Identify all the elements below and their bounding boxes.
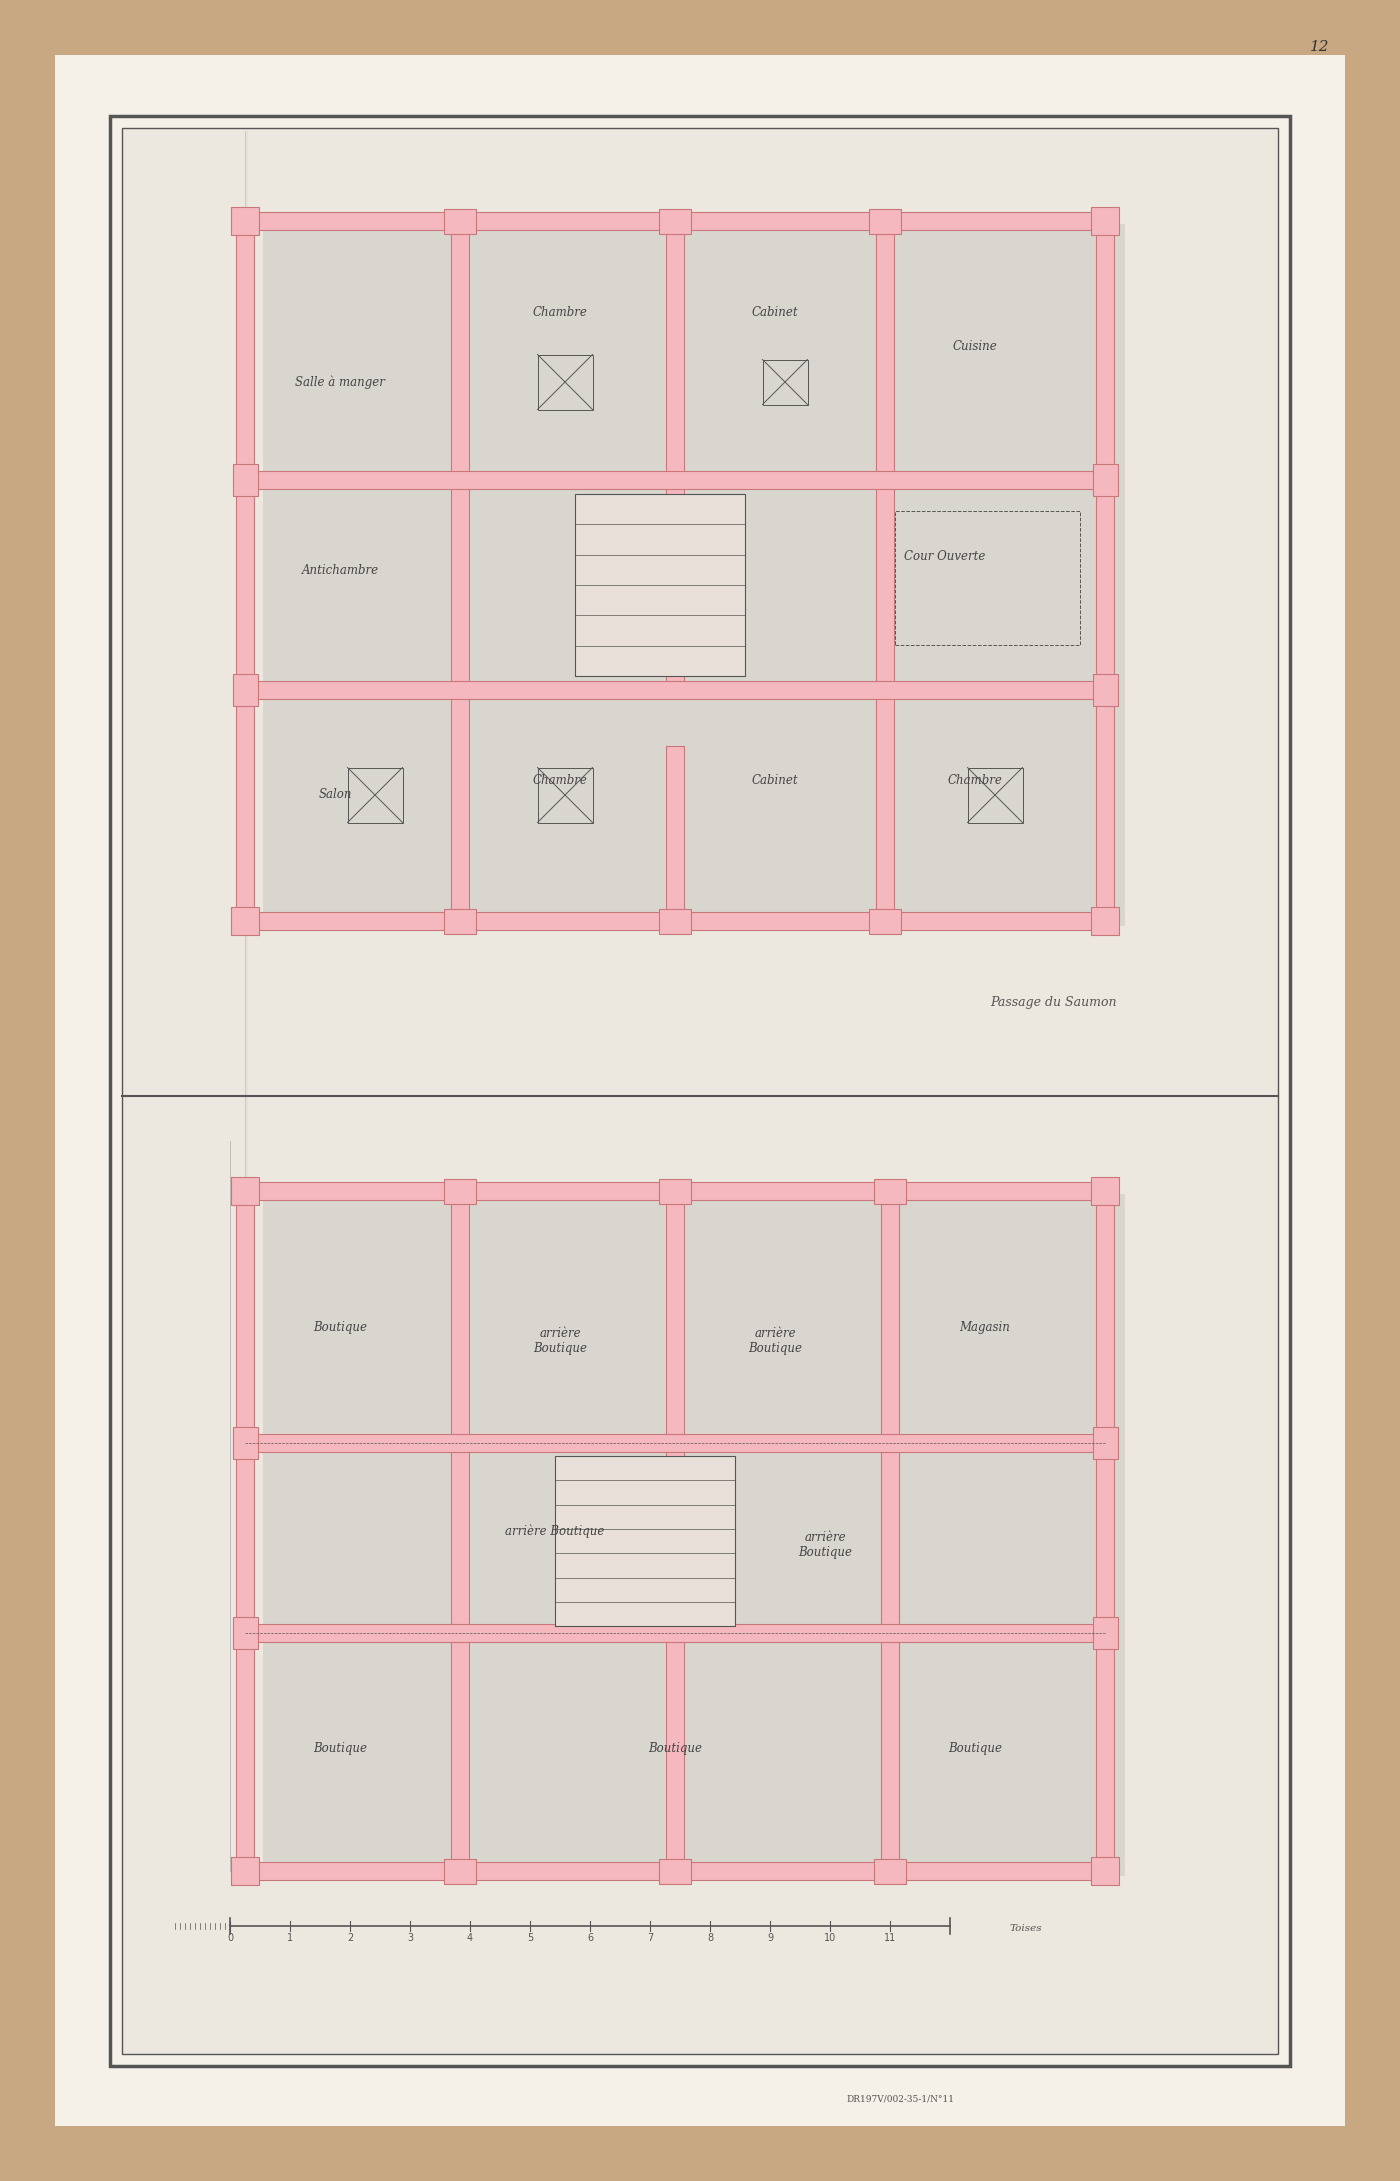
Text: Chambre: Chambre xyxy=(532,774,588,787)
Bar xyxy=(1092,674,1117,707)
Bar xyxy=(554,1457,735,1627)
Text: Passage du Saumon: Passage du Saumon xyxy=(990,997,1117,1010)
Bar xyxy=(666,746,685,920)
Bar xyxy=(263,1193,1126,1876)
Text: 11: 11 xyxy=(883,1932,896,1943)
Bar xyxy=(666,220,685,689)
Bar xyxy=(451,220,469,920)
Bar xyxy=(444,1858,476,1884)
Bar xyxy=(231,207,259,236)
Bar xyxy=(895,510,1079,646)
Bar xyxy=(245,1863,1105,1880)
Bar xyxy=(231,1178,259,1204)
Bar xyxy=(122,129,1278,2055)
Bar xyxy=(232,1616,258,1649)
Text: 8: 8 xyxy=(707,1932,713,1943)
Bar xyxy=(1091,1856,1119,1884)
Bar xyxy=(538,356,592,410)
Bar xyxy=(659,909,692,933)
Bar xyxy=(1091,207,1119,236)
Text: 1: 1 xyxy=(287,1932,293,1943)
Text: Boutique: Boutique xyxy=(314,1320,367,1333)
Bar xyxy=(232,1426,258,1459)
Bar xyxy=(451,1191,469,1871)
Text: 5: 5 xyxy=(526,1932,533,1943)
Text: Salle à manger: Salle à manger xyxy=(295,375,385,388)
Bar xyxy=(666,1191,685,1871)
Text: DR197V/002-35-1/N°11: DR197V/002-35-1/N°11 xyxy=(846,2094,953,2102)
Bar xyxy=(245,1625,1105,1642)
Text: 6: 6 xyxy=(587,1932,594,1943)
Text: 3: 3 xyxy=(407,1932,413,1943)
Bar xyxy=(111,116,1289,2065)
Text: 9: 9 xyxy=(767,1932,773,1943)
Text: 12: 12 xyxy=(1310,39,1330,55)
Text: Chambre: Chambre xyxy=(532,305,588,318)
Bar xyxy=(1092,465,1117,495)
Text: arrière Boutique: arrière Boutique xyxy=(505,1525,605,1538)
Text: Cour Ouverte: Cour Ouverte xyxy=(904,550,986,563)
Text: Boutique: Boutique xyxy=(314,1743,367,1756)
Bar xyxy=(263,225,1126,927)
Text: Salon: Salon xyxy=(318,790,351,800)
Bar xyxy=(245,471,1105,489)
Bar xyxy=(237,1191,253,1871)
Bar xyxy=(538,768,592,822)
Text: Boutique: Boutique xyxy=(948,1743,1002,1756)
Bar xyxy=(245,212,1105,229)
Text: 0: 0 xyxy=(227,1932,232,1943)
Text: Cuisine: Cuisine xyxy=(952,340,997,353)
Bar xyxy=(444,1178,476,1204)
Text: 10: 10 xyxy=(823,1932,836,1943)
Text: arrière
Boutique: arrière Boutique xyxy=(798,1531,853,1559)
Bar xyxy=(231,907,259,936)
Bar xyxy=(231,1856,259,1884)
Bar xyxy=(245,1182,1105,1200)
Bar xyxy=(1091,907,1119,936)
Bar xyxy=(876,220,895,920)
Bar xyxy=(874,1178,906,1204)
Bar xyxy=(967,768,1022,822)
Text: 7: 7 xyxy=(647,1932,654,1943)
Bar xyxy=(659,209,692,233)
Text: Magasin: Magasin xyxy=(959,1320,1011,1333)
Bar xyxy=(881,1191,899,1871)
Bar xyxy=(575,495,745,676)
Bar xyxy=(659,1178,692,1204)
Bar xyxy=(245,1433,1105,1453)
Text: Cabinet: Cabinet xyxy=(752,305,798,318)
Bar xyxy=(874,1858,906,1884)
Bar xyxy=(232,674,258,707)
Bar xyxy=(1096,220,1114,920)
Bar xyxy=(763,360,808,403)
Bar xyxy=(1096,1191,1114,1871)
Text: arrière
Boutique: arrière Boutique xyxy=(748,1326,802,1354)
Bar xyxy=(1091,1178,1119,1204)
Text: 2: 2 xyxy=(347,1932,353,1943)
Bar xyxy=(245,912,1105,929)
Bar xyxy=(869,209,902,233)
Text: Cabinet: Cabinet xyxy=(752,774,798,787)
Bar xyxy=(237,220,253,920)
Text: arrière
Boutique: arrière Boutique xyxy=(533,1326,587,1354)
Bar xyxy=(444,909,476,933)
Text: Boutique: Boutique xyxy=(648,1743,701,1756)
Text: Toises: Toises xyxy=(1009,1924,1043,1932)
Bar xyxy=(1092,1426,1117,1459)
Text: 4: 4 xyxy=(468,1932,473,1943)
Text: Antichambre: Antichambre xyxy=(301,565,378,578)
Bar xyxy=(347,768,403,822)
Bar xyxy=(245,680,1105,698)
Bar xyxy=(444,209,476,233)
Bar xyxy=(659,1858,692,1884)
Bar xyxy=(122,129,1278,2055)
Bar xyxy=(869,909,902,933)
Bar xyxy=(1092,1616,1117,1649)
Text: Chambre: Chambre xyxy=(948,774,1002,787)
Bar xyxy=(232,465,258,495)
